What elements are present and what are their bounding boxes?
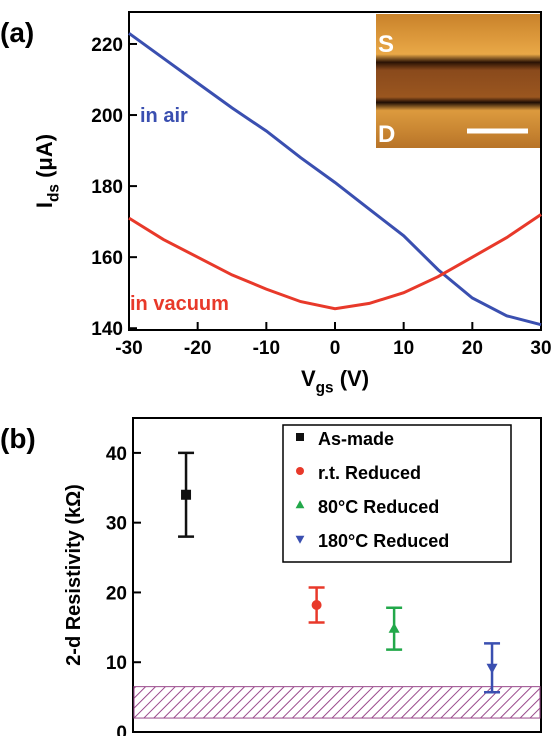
inset-label: D xyxy=(378,121,395,148)
x-tick-label: 10 xyxy=(393,338,414,359)
series-label: in air xyxy=(140,105,188,127)
legend-label: 180°C Reduced xyxy=(318,531,449,551)
panel-label: (b) xyxy=(0,423,36,454)
marker xyxy=(296,433,304,441)
y-tick-label: 10 xyxy=(106,653,127,674)
y-axis-label: 2-d Resistivity (kΩ) xyxy=(63,484,85,666)
y-tick-label: 160 xyxy=(91,248,123,269)
y-tick-label: 180 xyxy=(91,177,123,198)
x-tick-label: 30 xyxy=(530,338,551,359)
y-tick-label: 20 xyxy=(106,583,127,604)
label-part: (μA) xyxy=(32,134,57,184)
legend-label: r.t. Reduced xyxy=(318,463,421,483)
x-axis-label: Vgs (V) xyxy=(301,366,369,397)
x-tick-label: 0 xyxy=(330,338,341,359)
shaded-band xyxy=(134,687,540,718)
x-tick-label: 20 xyxy=(462,338,483,359)
marker xyxy=(312,600,322,610)
x-tick-label: -20 xyxy=(184,338,211,359)
x-tick-label: -10 xyxy=(253,338,280,359)
marker xyxy=(181,490,191,500)
label-part: (V) xyxy=(334,366,369,391)
y-axis-label: Ids (μA) xyxy=(32,134,63,208)
marker xyxy=(296,467,304,475)
inset-label: S xyxy=(378,31,394,58)
series-label: in vacuum xyxy=(130,293,229,315)
y-tick-label: 40 xyxy=(106,444,127,465)
legend-label: As-made xyxy=(318,429,394,449)
label-part: gs xyxy=(316,380,334,397)
x-tick-label: -30 xyxy=(115,338,142,359)
label-part: V xyxy=(301,366,316,391)
legend-label: 80°C Reduced xyxy=(318,497,439,517)
inset-image xyxy=(376,14,540,148)
y-tick-label: 220 xyxy=(91,35,123,56)
figure: (a)140160180200220-30-20-100102030SDin a… xyxy=(0,0,557,736)
marker xyxy=(487,664,498,674)
label-part: ds xyxy=(46,184,63,202)
marker xyxy=(389,623,400,633)
y-tick-label: 30 xyxy=(106,514,127,535)
y-tick-label: 200 xyxy=(91,106,123,127)
panel-label: (a) xyxy=(0,17,34,48)
y-tick-label: 0 xyxy=(116,723,127,736)
